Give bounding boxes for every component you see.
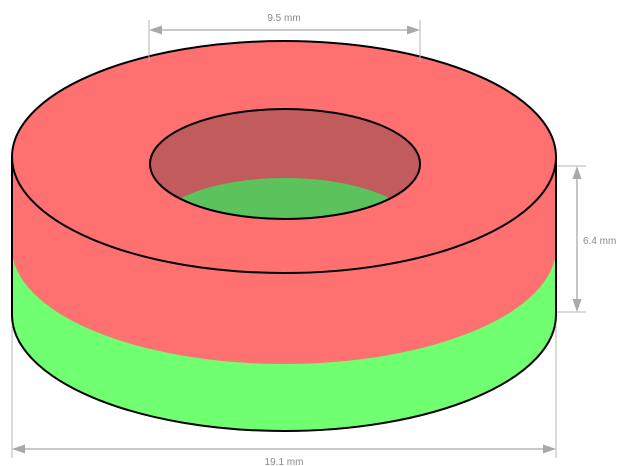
outer-diameter-label: 19.1 mm: [265, 457, 304, 466]
arrow-right-icon: [407, 25, 420, 35]
dimension-inner-diameter: 9.5 mm: [148, 13, 421, 62]
arrow-up-icon: [572, 166, 582, 179]
dimension-height: 6.4 mm: [557, 165, 616, 313]
arrow-left-icon: [149, 25, 162, 35]
ring-magnet: [11, 40, 557, 432]
inner-diameter-label: 9.5 mm: [267, 13, 300, 24]
inner-bore: [150, 109, 420, 219]
height-label: 6.4 mm: [583, 236, 616, 247]
bore-rim: [149, 108, 421, 220]
arrow-left-icon: [12, 444, 25, 454]
dimension-outer-diameter: 19.1 mm: [11, 325, 557, 466]
arrow-right-icon: [543, 444, 556, 454]
body-outline: [11, 157, 557, 432]
arrow-down-icon: [572, 299, 582, 312]
bore-floor: [150, 178, 420, 219]
